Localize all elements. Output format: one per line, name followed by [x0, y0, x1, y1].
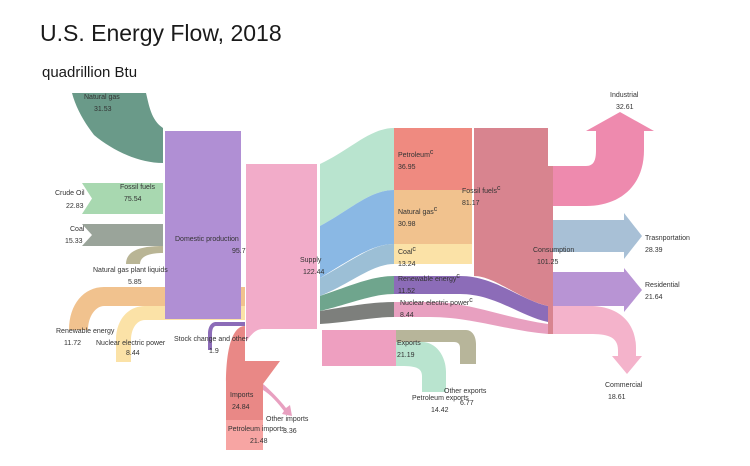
fossil-fuels-output-value: 81.17: [462, 200, 480, 207]
crude-oil-flow: [82, 183, 163, 214]
ngpl-label: Natural gas plant liquids: [93, 267, 168, 274]
residential-value: 21.64: [645, 294, 663, 301]
nuclear-output-label: Nuclear electric powerc: [400, 297, 473, 307]
coal-input-label: Coal: [70, 226, 85, 233]
coal-band: [320, 244, 394, 296]
natural-gas-output-value: 30.98: [398, 221, 416, 228]
commercial-flow: [553, 306, 642, 374]
renewable-input-label: Renewable energy: [56, 328, 115, 335]
natural-gas-output-label: Natural gasc: [398, 206, 438, 216]
coal-input-value: 15.33: [65, 238, 83, 245]
imports-band: [226, 326, 280, 450]
exports-node: [322, 330, 396, 366]
fossil-fuels-input-value: 75.54: [124, 196, 142, 203]
stock-change-value: 1.9: [209, 348, 219, 355]
nuclear-input-flow: [116, 306, 245, 362]
fossil-fuels-node: [474, 128, 548, 264]
nuclear-input-value: 8.44: [126, 350, 140, 357]
coal-output-label: Coalc: [398, 246, 416, 256]
nuclear-to-consumption-flow: [394, 302, 548, 334]
imports-value: 24.84: [232, 404, 250, 411]
petroleum-imports-value: 21.48: [250, 438, 268, 445]
renewable-output-value: 11.52: [398, 288, 415, 295]
petroleum-value: 36.95: [398, 164, 416, 171]
other-exports-flow: [396, 330, 476, 364]
renewable-band: [320, 276, 394, 311]
stock-change-label: Stock change and other: [174, 336, 249, 343]
commercial-label: Commercial: [605, 382, 643, 389]
petroleum-imports-flow: [226, 420, 263, 450]
residential-label: Residential: [645, 282, 680, 289]
fossil-fuels-output-label: Fossil fuelsc: [462, 185, 501, 195]
supply-value: 122.44: [303, 269, 325, 276]
exports-label: Exports: [397, 340, 421, 347]
petroleum-node: [394, 128, 472, 190]
coal-flow: [82, 224, 163, 246]
exports-value: 21.19: [397, 352, 415, 359]
nuclear-output-value: 8.44: [400, 312, 414, 319]
natural-gas-label: Natural gas: [84, 94, 120, 101]
consumption-bar: [548, 166, 553, 334]
renewable-output-label: Renewable energyc: [398, 273, 460, 283]
renewable-input-value: 11.72: [64, 340, 81, 347]
other-exports-label: Other exports: [444, 388, 487, 395]
transportation-value: 28.39: [645, 247, 663, 254]
supply-bottom-flow: [246, 323, 317, 342]
nuclear-band: [320, 302, 394, 324]
page-title: U.S. Energy Flow, 2018: [40, 20, 282, 46]
natural-gas-flow: [72, 93, 163, 163]
petroleum-imports-label: Petroleum imports: [228, 426, 285, 433]
other-imports-label: Other imports: [266, 416, 309, 423]
consumption-value: 101.25: [537, 259, 559, 266]
consumption-node: [474, 264, 548, 306]
consumption-label: Consumption: [533, 247, 574, 254]
domestic-production-value: 95.7: [232, 248, 246, 255]
petroleum-band: [320, 128, 394, 226]
crude-oil-value: 22.83: [66, 203, 84, 210]
coal-node: [394, 244, 472, 264]
natural-gas-node: [394, 190, 472, 244]
transportation-flow: [553, 213, 642, 259]
natural-gas-band: [320, 190, 394, 278]
transportation-label: Trasnportation: [645, 235, 690, 242]
industrial-flow: [553, 112, 654, 206]
ngpl-flow: [126, 246, 163, 264]
residential-flow: [553, 268, 642, 312]
ngpl-value: 5.85: [128, 279, 142, 286]
page-subtitle: quadrillion Btu: [42, 64, 138, 81]
supply-label: Supply: [300, 257, 322, 264]
industrial-value: 32.61: [616, 104, 634, 111]
other-exports-value: 6.77: [460, 400, 474, 407]
domestic-production-label: Domestic production: [175, 236, 239, 243]
other-imports-value: 3.36: [283, 428, 297, 435]
domestic-production-node: [165, 131, 241, 319]
natural-gas-value: 31.53: [94, 106, 112, 113]
fossil-fuels-input-label: Fossil fuels: [120, 184, 156, 191]
petroleum-label: Petroleumc: [398, 149, 434, 159]
industrial-label: Industrial: [610, 92, 639, 99]
commercial-value: 18.61: [608, 394, 626, 401]
nuclear-input-label: Nuclear electric power: [96, 340, 166, 347]
petroleum-exports-label: Petroleum exports: [412, 395, 469, 402]
other-imports-flow: [263, 384, 292, 416]
petroleum-exports-flow: [396, 342, 446, 392]
coal-output-value: 13.24: [398, 261, 416, 268]
stock-change-flow: [208, 322, 245, 350]
crude-oil-label: Crude Oil: [55, 190, 85, 197]
renewable-to-consumption-flow: [394, 276, 548, 322]
petroleum-exports-value: 14.42: [431, 407, 449, 414]
supply-node: [246, 164, 317, 323]
imports-label: Imports: [230, 392, 254, 399]
